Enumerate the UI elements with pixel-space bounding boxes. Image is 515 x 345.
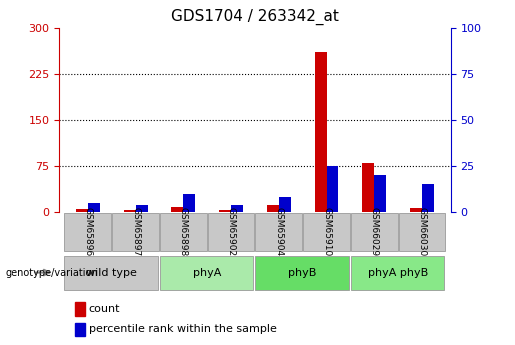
Text: GSM65896: GSM65896 [83, 207, 92, 257]
Bar [75, 323, 84, 336]
FancyBboxPatch shape [303, 213, 350, 252]
Text: GSM65910: GSM65910 [322, 207, 331, 257]
Bar [183, 194, 195, 212]
FancyBboxPatch shape [112, 213, 159, 252]
Bar [374, 175, 386, 212]
Bar [76, 209, 88, 212]
Bar [124, 210, 135, 212]
Text: percentile rank within the sample: percentile rank within the sample [89, 324, 277, 334]
Bar [267, 205, 279, 212]
Text: count: count [89, 304, 120, 314]
FancyBboxPatch shape [351, 256, 444, 290]
Bar [410, 208, 422, 212]
Bar [231, 205, 243, 212]
Bar [279, 197, 291, 212]
Bar [327, 166, 338, 212]
Bar [363, 163, 374, 212]
Title: GDS1704 / 263342_at: GDS1704 / 263342_at [171, 9, 339, 25]
FancyBboxPatch shape [351, 213, 398, 252]
Text: phyB: phyB [288, 268, 317, 277]
FancyBboxPatch shape [208, 213, 254, 252]
Text: GSM65897: GSM65897 [131, 207, 140, 257]
Text: GSM65904: GSM65904 [274, 207, 283, 257]
Text: GSM65898: GSM65898 [179, 207, 188, 257]
Text: wild type: wild type [87, 268, 137, 277]
Text: GSM66030: GSM66030 [418, 207, 426, 257]
Bar [171, 207, 183, 212]
Bar [219, 210, 231, 212]
Bar [135, 205, 147, 212]
FancyBboxPatch shape [160, 213, 207, 252]
FancyBboxPatch shape [255, 213, 302, 252]
FancyBboxPatch shape [399, 213, 445, 252]
Bar [315, 52, 327, 212]
Bar [422, 185, 434, 212]
FancyBboxPatch shape [64, 256, 158, 290]
FancyBboxPatch shape [255, 256, 349, 290]
Text: phyA: phyA [193, 268, 221, 277]
Text: genotype/variation: genotype/variation [5, 268, 98, 277]
Bar [88, 203, 100, 212]
Text: GSM65902: GSM65902 [227, 207, 235, 257]
FancyBboxPatch shape [160, 256, 253, 290]
Text: phyA phyB: phyA phyB [368, 268, 428, 277]
FancyBboxPatch shape [64, 213, 111, 252]
Bar [75, 302, 84, 316]
Text: GSM66029: GSM66029 [370, 207, 379, 257]
